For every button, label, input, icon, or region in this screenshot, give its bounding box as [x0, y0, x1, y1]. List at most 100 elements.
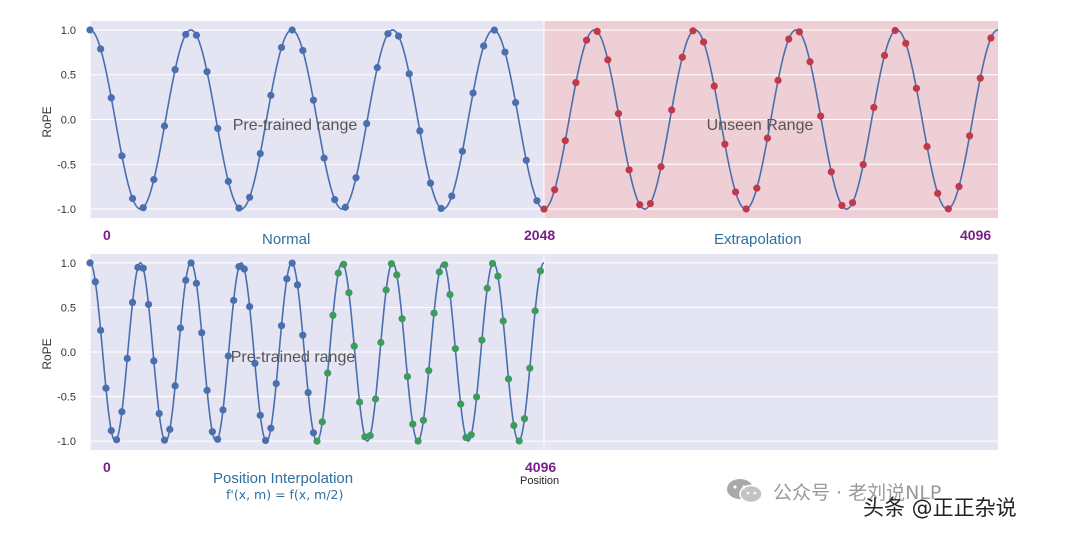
data-point — [689, 27, 697, 35]
series-line-1 — [543, 29, 999, 210]
data-point — [313, 437, 321, 445]
data-point — [880, 51, 889, 60]
data-point — [86, 26, 94, 34]
data-point — [451, 345, 459, 353]
data-point — [483, 284, 491, 292]
data-point — [192, 279, 201, 287]
data-point — [763, 134, 772, 142]
data-point — [187, 259, 195, 267]
data-point — [171, 382, 179, 390]
data-point — [299, 331, 307, 339]
data-point — [536, 267, 545, 275]
data-point — [113, 436, 121, 444]
data-point — [448, 192, 456, 200]
data-point — [139, 204, 147, 212]
data-point — [419, 416, 428, 424]
data-point — [377, 338, 385, 347]
data-point — [806, 58, 814, 66]
data-point — [510, 421, 518, 430]
y-tick-label: 0.5 — [61, 302, 76, 314]
data-point — [251, 359, 259, 367]
x-tick-2048: 2048 — [524, 227, 556, 243]
data-point — [293, 281, 302, 289]
series-line-0 — [89, 262, 318, 442]
data-point — [324, 369, 332, 377]
data-point — [966, 132, 974, 140]
y-axis-label: RoPE — [40, 338, 54, 369]
data-point — [469, 89, 477, 97]
data-point — [480, 42, 488, 50]
data-point — [355, 398, 364, 406]
data-point — [488, 259, 497, 268]
data-point — [331, 196, 339, 204]
data-point — [208, 428, 216, 436]
data-point — [277, 322, 286, 330]
data-point — [426, 179, 435, 187]
data-point — [288, 26, 296, 34]
data-point — [288, 259, 296, 267]
caption-normal: Normal — [262, 231, 311, 248]
x-axis-label: Position — [520, 475, 560, 487]
data-point — [304, 388, 312, 397]
data-point — [166, 425, 174, 434]
data-point — [490, 26, 498, 34]
data-point — [219, 406, 227, 414]
data-point — [299, 46, 307, 55]
data-point — [409, 420, 417, 428]
data-point — [668, 106, 676, 114]
series-line-0 — [89, 29, 545, 210]
data-point — [329, 311, 337, 319]
data-point — [398, 315, 406, 323]
data-point — [283, 275, 291, 283]
data-point — [604, 56, 612, 64]
data-point — [561, 137, 569, 145]
data-point — [430, 309, 438, 317]
data-point — [504, 375, 513, 383]
data-point — [753, 184, 761, 192]
data-point — [320, 154, 328, 162]
data-point — [182, 276, 190, 284]
annotation-unseen: Unseen Range — [707, 117, 814, 134]
x-tick-4096: 4096 — [960, 227, 992, 243]
data-point — [891, 26, 899, 35]
data-point — [425, 367, 433, 375]
data-point — [520, 415, 529, 423]
data-point — [955, 182, 963, 191]
caption-position-interpolation: Position Interpolation — [213, 470, 354, 487]
data-point — [478, 336, 486, 344]
y-tick-label: -1.0 — [57, 204, 76, 216]
data-point — [192, 31, 201, 39]
data-point — [923, 142, 931, 151]
data-point — [987, 34, 995, 42]
data-point — [494, 272, 502, 280]
data-point — [203, 386, 211, 394]
data-point — [467, 431, 475, 439]
data-point — [625, 166, 633, 174]
data-point — [572, 79, 580, 87]
data-point — [441, 261, 449, 269]
data-point — [414, 437, 422, 445]
data-point — [446, 290, 454, 299]
data-point — [277, 43, 286, 52]
data-point — [267, 424, 275, 432]
data-point — [352, 174, 360, 182]
data-point — [382, 286, 390, 294]
data-point — [371, 395, 380, 403]
data-point — [345, 289, 353, 297]
caption-extrapolation: Extrapolation — [714, 231, 802, 248]
data-point — [363, 119, 371, 128]
data-point — [700, 38, 708, 46]
watermark: 公众号 · 老刘说NLP 头条 @正正杂说 — [725, 470, 1065, 520]
y-tick-label: 0.0 — [61, 115, 76, 127]
data-point — [593, 27, 601, 35]
data-point — [134, 263, 142, 271]
data-point — [86, 259, 94, 267]
data-point — [710, 82, 718, 90]
data-point — [107, 426, 115, 435]
data-point — [636, 201, 644, 209]
data-point — [107, 94, 115, 102]
data-point — [341, 203, 349, 211]
data-point — [515, 437, 523, 445]
data-point — [144, 300, 153, 309]
data-point — [350, 342, 358, 350]
